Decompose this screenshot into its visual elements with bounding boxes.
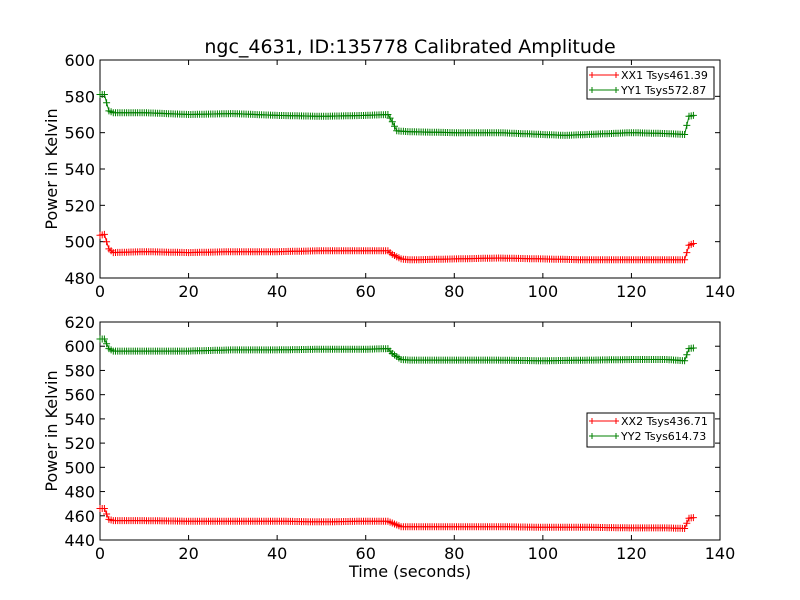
x-tick-label: 120 (616, 282, 647, 301)
legend-label: YY2 Tsys614.73 (620, 430, 706, 443)
x-tick-label: 0 (95, 544, 105, 563)
y-tick-label: 480 (64, 483, 95, 502)
y-tick-label: 540 (64, 410, 95, 429)
top-legend: XX1 Tsys461.39 YY1 Tsys572.87 (586, 66, 715, 100)
legend-box (586, 66, 715, 100)
y-tick-label: 500 (64, 233, 95, 252)
top-axis-ticks: 0 20 40 60 80 100 120 140 480 500 520 540 560 580 600 (64, 51, 735, 301)
y-tick-label: 520 (64, 434, 95, 453)
bottom-legend: XX2 Tsys436.71 YY2 Tsys614.73 (586, 412, 715, 448)
x-tick-label: 40 (267, 282, 287, 301)
x-tick-label: 140 (705, 544, 736, 563)
x-tick-label: 120 (616, 544, 647, 563)
top-y-axis-label: Power in Kelvin (42, 108, 61, 229)
top-subplot: 0 20 40 60 80 100 120 140480500520540560580600 … (42, 51, 735, 301)
legend-label: XX1 Tsys461.39 (621, 69, 708, 82)
y-tick-label: 460 (64, 507, 95, 526)
y-tick-label: 580 (64, 361, 95, 380)
bottom-series (96, 335, 697, 532)
bottom-axis-ticks: 0 20 40 60 80 100 120 140 440 460 480 500 520 540 560 5… (64, 313, 735, 563)
legend-swatch-marker (589, 87, 595, 93)
top-series (96, 91, 697, 264)
legend-label: YY1 Tsys572.87 (620, 84, 706, 97)
bottom-subplot: 0 20 40 60 80 100 120 140 440 460 480 500 520 540 560 5… (42, 313, 735, 563)
x-tick-label: 100 (528, 544, 559, 563)
y-tick-label: 580 (64, 87, 95, 106)
y-tick-label: 440 (64, 531, 95, 550)
y-tick-label: 620 (64, 313, 95, 332)
y-tick-label: 500 (64, 458, 95, 477)
x-tick-label: 60 (356, 282, 376, 301)
legend-swatch-marker (589, 72, 595, 78)
legend-label: XX2 Tsys436.71 (621, 415, 708, 428)
x-tick-label: 80 (444, 282, 464, 301)
series-markers (96, 91, 697, 139)
x-tick-label: 100 (528, 282, 559, 301)
y-tick-label: 600 (64, 51, 95, 70)
bottom-plot-frame (99, 321, 721, 541)
y-tick-label: 560 (64, 124, 95, 143)
bottom-y-axis-label: Power in Kelvin (42, 370, 61, 491)
legend-swatch-marker (613, 72, 619, 78)
x-tick-label: 20 (178, 544, 198, 563)
x-tick-label: 60 (356, 544, 376, 563)
y-tick-label: 540 (64, 160, 95, 179)
y-tick-label: 560 (64, 386, 95, 405)
chart-title: ngc_4631, ID:135778 Calibrated Amplitude (204, 36, 615, 58)
series-markers (96, 505, 697, 532)
legend-swatch-marker (613, 433, 619, 439)
legend-swatch-marker (589, 418, 595, 424)
legend-swatch-marker (613, 87, 619, 93)
legend-swatch-marker (613, 418, 619, 424)
x-tick-label: 0 (95, 282, 105, 301)
y-tick-label: 600 (64, 337, 95, 356)
y-tick-label: 480 (64, 269, 95, 288)
x-tick-label: 40 (267, 544, 287, 563)
y-tick-label: 520 (64, 196, 95, 215)
series-markers (96, 335, 697, 365)
series-markers (96, 230, 697, 264)
legend-box (586, 412, 715, 448)
x-axis-label: Time (seconds) (348, 562, 471, 581)
x-tick-label: 80 (444, 544, 464, 563)
legend-swatch-marker (589, 433, 595, 439)
x-tick-label: 20 (178, 282, 198, 301)
x-tick-label: 140 (705, 282, 736, 301)
